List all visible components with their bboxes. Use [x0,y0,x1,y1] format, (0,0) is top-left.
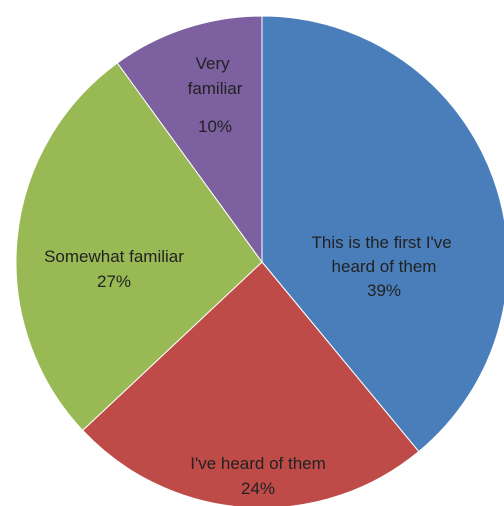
slice-value-very-familiar: 10% [198,117,232,136]
slice-heard-of-them [81,261,420,506]
slice-value-first-heard: 39% [367,281,401,300]
slice-very-familiar [116,15,263,264]
slice-label-first-heard: This is the first I've heard of them [312,233,457,276]
slice-somewhat-familiar [15,62,263,432]
slice-first-heard [261,15,504,453]
slice-value-heard-of-them: 24% [241,479,275,498]
slice-label-somewhat-familiar: Somewhat familiar [44,247,184,266]
slice-label-very-familiar: Very familiar [188,54,243,98]
pie-labels: This is the first I've heard of them 39%… [44,54,457,498]
slice-value-somewhat-familiar: 27% [97,272,131,291]
slice-label-heard-of-them: I've heard of them [190,454,326,473]
pie-slices [15,15,504,506]
